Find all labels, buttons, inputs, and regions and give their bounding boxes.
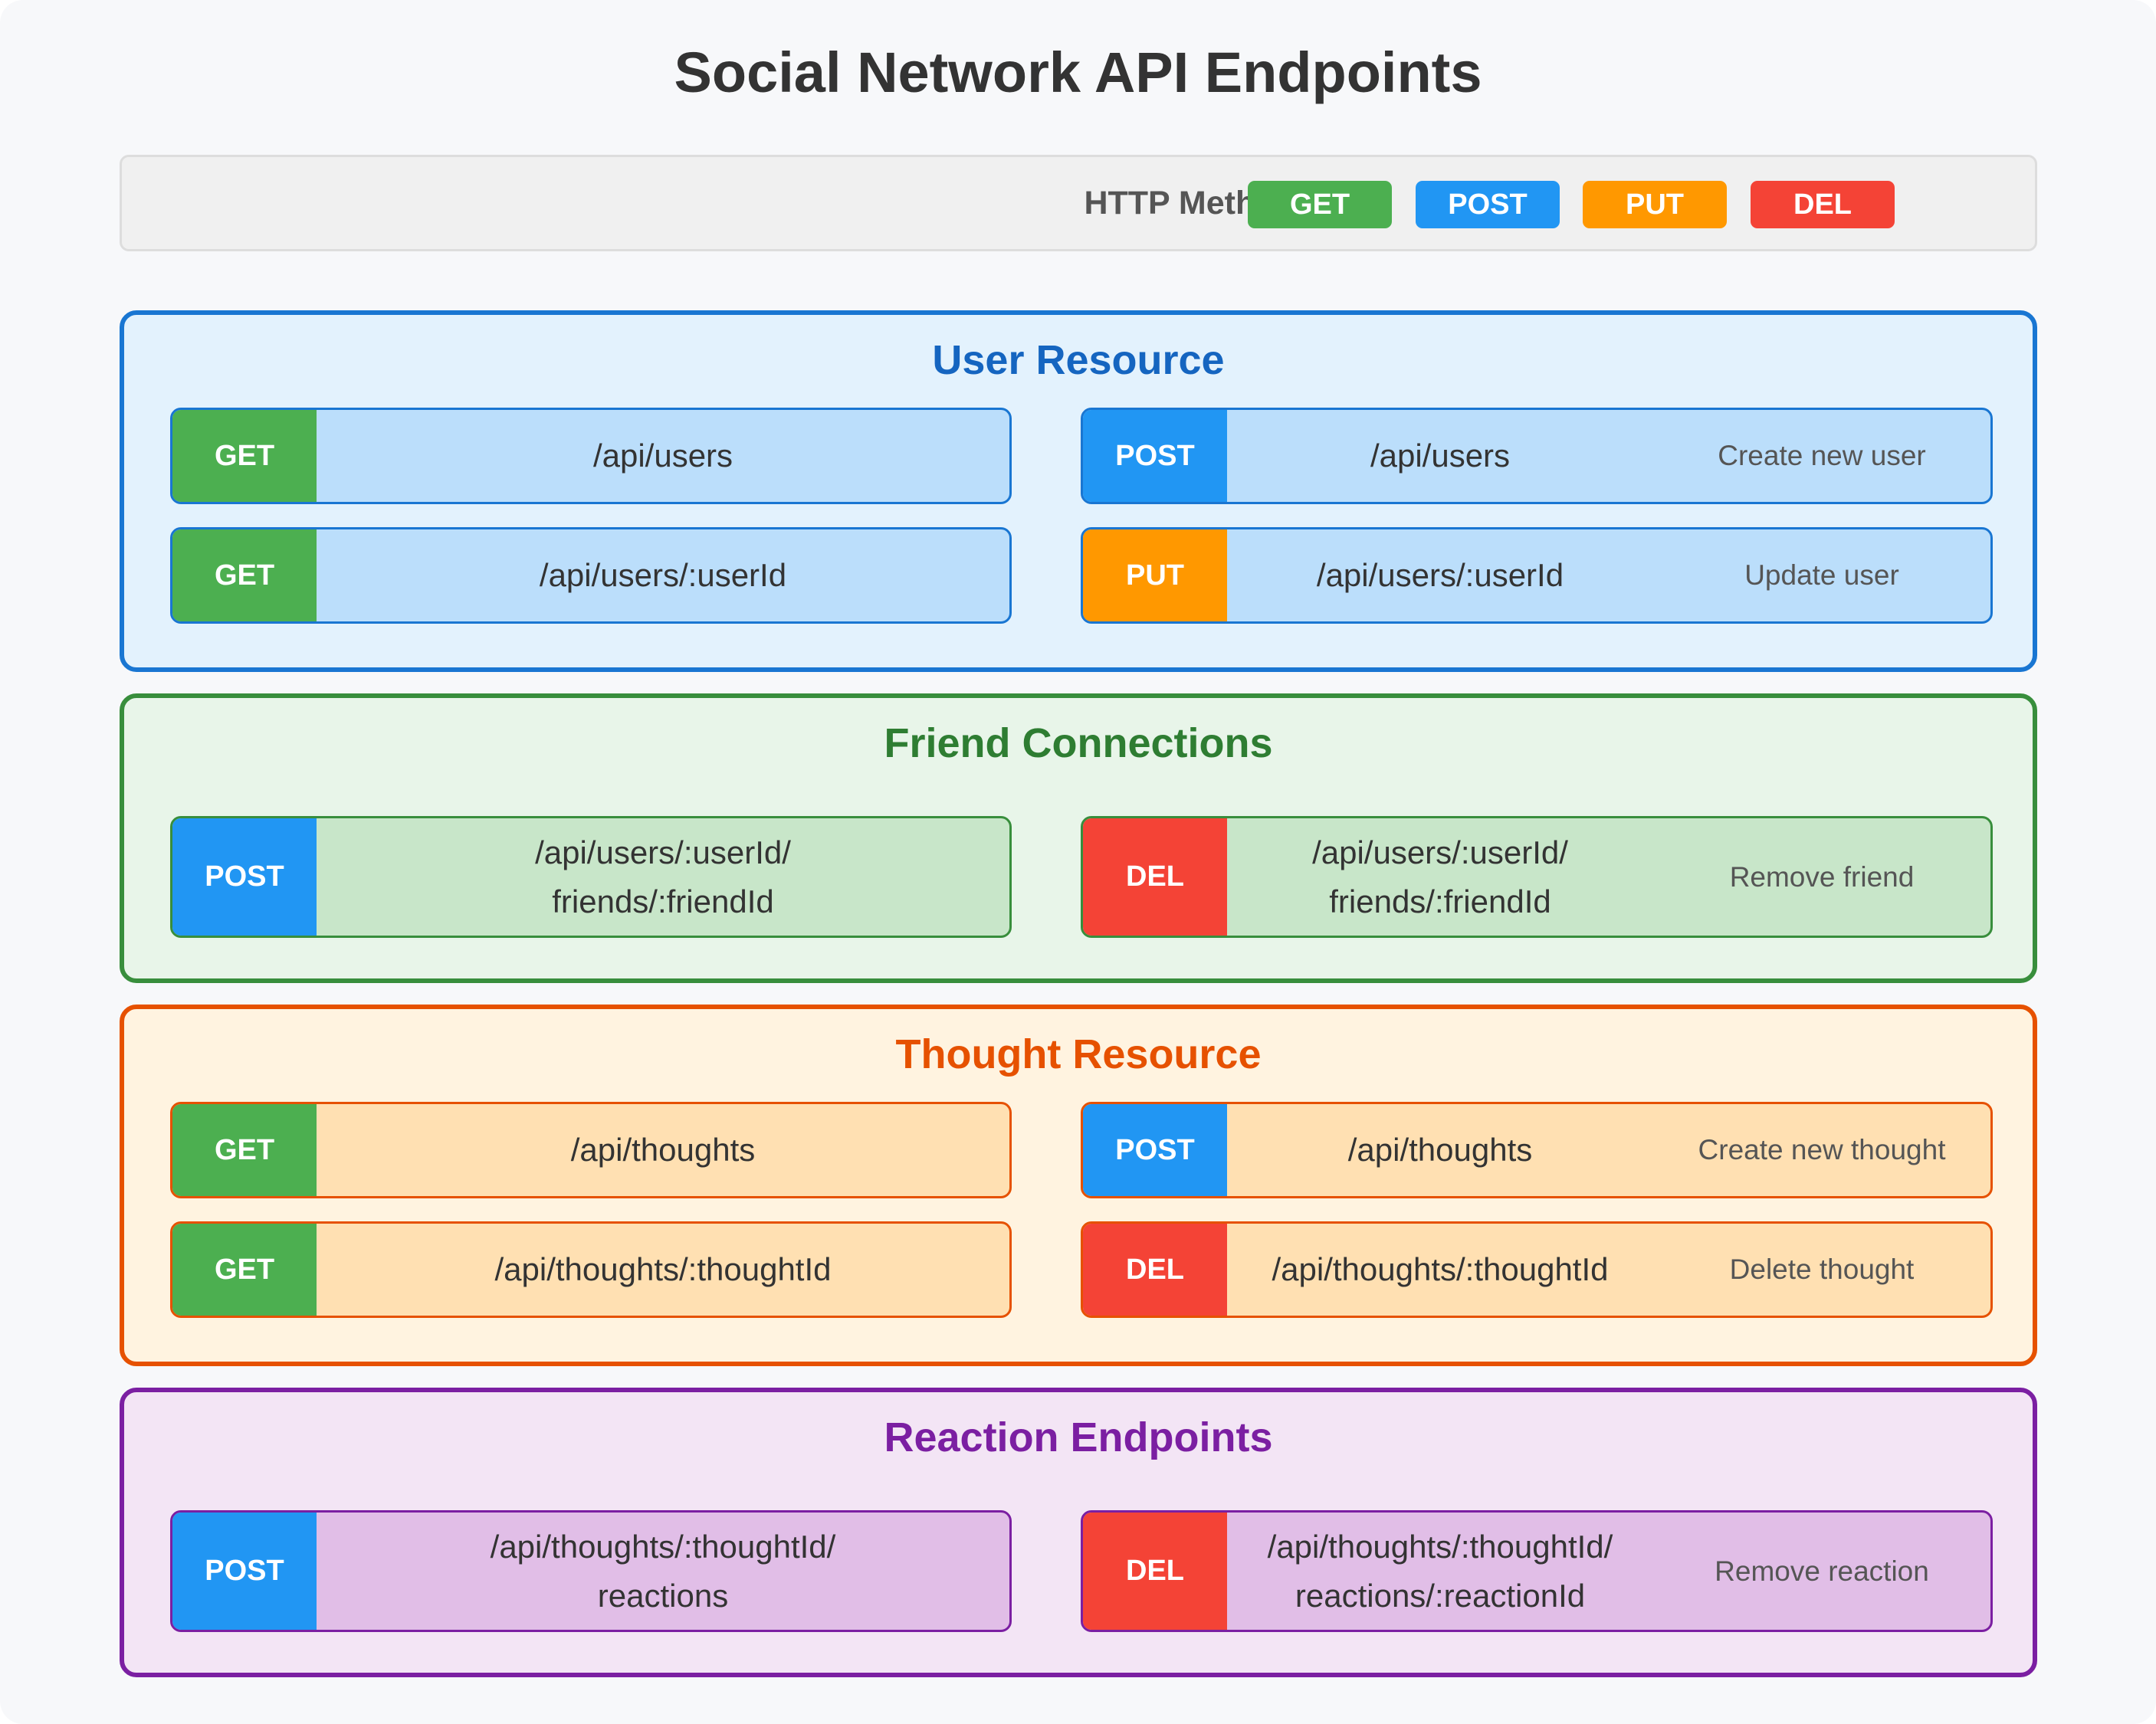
endpoint-description: Create new thought	[1698, 1134, 1946, 1165]
endpoint-path: /api/users/:userId	[539, 557, 787, 593]
endpoint-path: /api/thoughts/:thoughtId/ reactions/:rea…	[1267, 1528, 1613, 1614]
endpoint-path: /api/thoughts/:thoughtId/ reactions	[490, 1528, 836, 1614]
section-title: Friend Connections	[884, 720, 1273, 766]
method-badge-post: POST	[1083, 410, 1227, 502]
method-badge-get: GET	[172, 1224, 317, 1316]
section-user-resource: User Resource GET /api/users POST /api/u…	[120, 310, 2037, 672]
method-badge-get: GET	[172, 410, 317, 502]
endpoint-description: Delete thought	[1729, 1254, 1915, 1285]
legend-post-badge: POST	[1416, 181, 1560, 228]
section-title: Thought Resource	[895, 1031, 1262, 1077]
endpoint-get-thought-by-id[interactable]: GET /api/thoughts/:thoughtId	[170, 1221, 1012, 1318]
endpoint-path: /api/users/:userId/ friends/:friendId	[1312, 834, 1568, 919]
endpoint-get-thoughts[interactable]: GET /api/thoughts	[170, 1102, 1012, 1198]
endpoint-description: Remove friend	[1729, 860, 1915, 893]
endpoint-delete-reaction[interactable]: DEL /api/thoughts/:thoughtId/ reactions/…	[1081, 1510, 1993, 1632]
page-title: Social Network API Endpoints	[674, 41, 1482, 104]
method-badge-post: POST	[172, 1513, 317, 1630]
endpoint-post-friend[interactable]: POST /api/users/:userId/ friends/:friend…	[170, 816, 1012, 938]
endpoint-description: Update user	[1744, 559, 1899, 591]
endpoint-delete-thought[interactable]: DEL /api/thoughts/:thoughtId Delete thou…	[1081, 1221, 1993, 1318]
legend-del-badge: DEL	[1751, 181, 1895, 228]
endpoint-path: /api/users	[592, 438, 733, 474]
endpoint-post-users[interactable]: POST /api/users Create new user	[1081, 408, 1993, 504]
method-badge-post: POST	[1083, 1104, 1227, 1196]
endpoint-path: /api/users/:userId/ friends/:friendId	[535, 834, 791, 919]
endpoint-path: /api/users/:userId	[1316, 557, 1564, 593]
endpoint-path: /api/users	[1370, 438, 1511, 474]
endpoint-path: /api/thoughts/:thoughtId	[494, 1251, 832, 1287]
endpoint-description: Remove reaction	[1715, 1555, 1929, 1587]
endpoint-path: /api/thoughts/:thoughtId	[1272, 1251, 1609, 1287]
endpoint-description: Create new user	[1718, 440, 1926, 471]
endpoint-path: /api/thoughts	[1347, 1132, 1533, 1168]
method-badge-del: DEL	[1083, 1513, 1227, 1630]
endpoint-path: /api/thoughts	[570, 1132, 756, 1168]
method-badge-put: PUT	[1083, 529, 1227, 621]
method-badge-del: DEL	[1083, 1224, 1227, 1316]
endpoint-put-user[interactable]: PUT /api/users/:userId Update user	[1081, 527, 1993, 624]
endpoint-post-thought[interactable]: POST /api/thoughts Create new thought	[1081, 1102, 1993, 1198]
section-title: User Resource	[932, 337, 1225, 383]
endpoint-post-reaction[interactable]: POST /api/thoughts/:thoughtId/ reactions	[170, 1510, 1012, 1632]
method-badge-del: DEL	[1083, 818, 1227, 936]
section-thought-resource: Thought Resource GET /api/thoughts POST …	[120, 1005, 2037, 1366]
method-badge-get: GET	[172, 1104, 317, 1196]
section-reaction-endpoints: Reaction Endpoints POST /api/thoughts/:t…	[120, 1388, 2037, 1677]
section-title: Reaction Endpoints	[884, 1414, 1273, 1460]
section-friend-connections: Friend Connections POST /api/users/:user…	[120, 693, 2037, 983]
legend-put-badge: PUT	[1583, 181, 1727, 228]
method-badge-get: GET	[172, 529, 317, 621]
method-badge-post: POST	[172, 818, 317, 936]
legend-get-badge: GET	[1248, 181, 1392, 228]
endpoint-get-user-by-id[interactable]: GET /api/users/:userId	[170, 527, 1012, 624]
endpoint-get-users[interactable]: GET /api/users	[170, 408, 1012, 504]
endpoint-delete-friend[interactable]: DEL /api/users/:userId/ friends/:friendI…	[1081, 816, 1993, 938]
http-methods-legend: HTTP Methods: GET POST PUT DEL	[120, 155, 2037, 251]
